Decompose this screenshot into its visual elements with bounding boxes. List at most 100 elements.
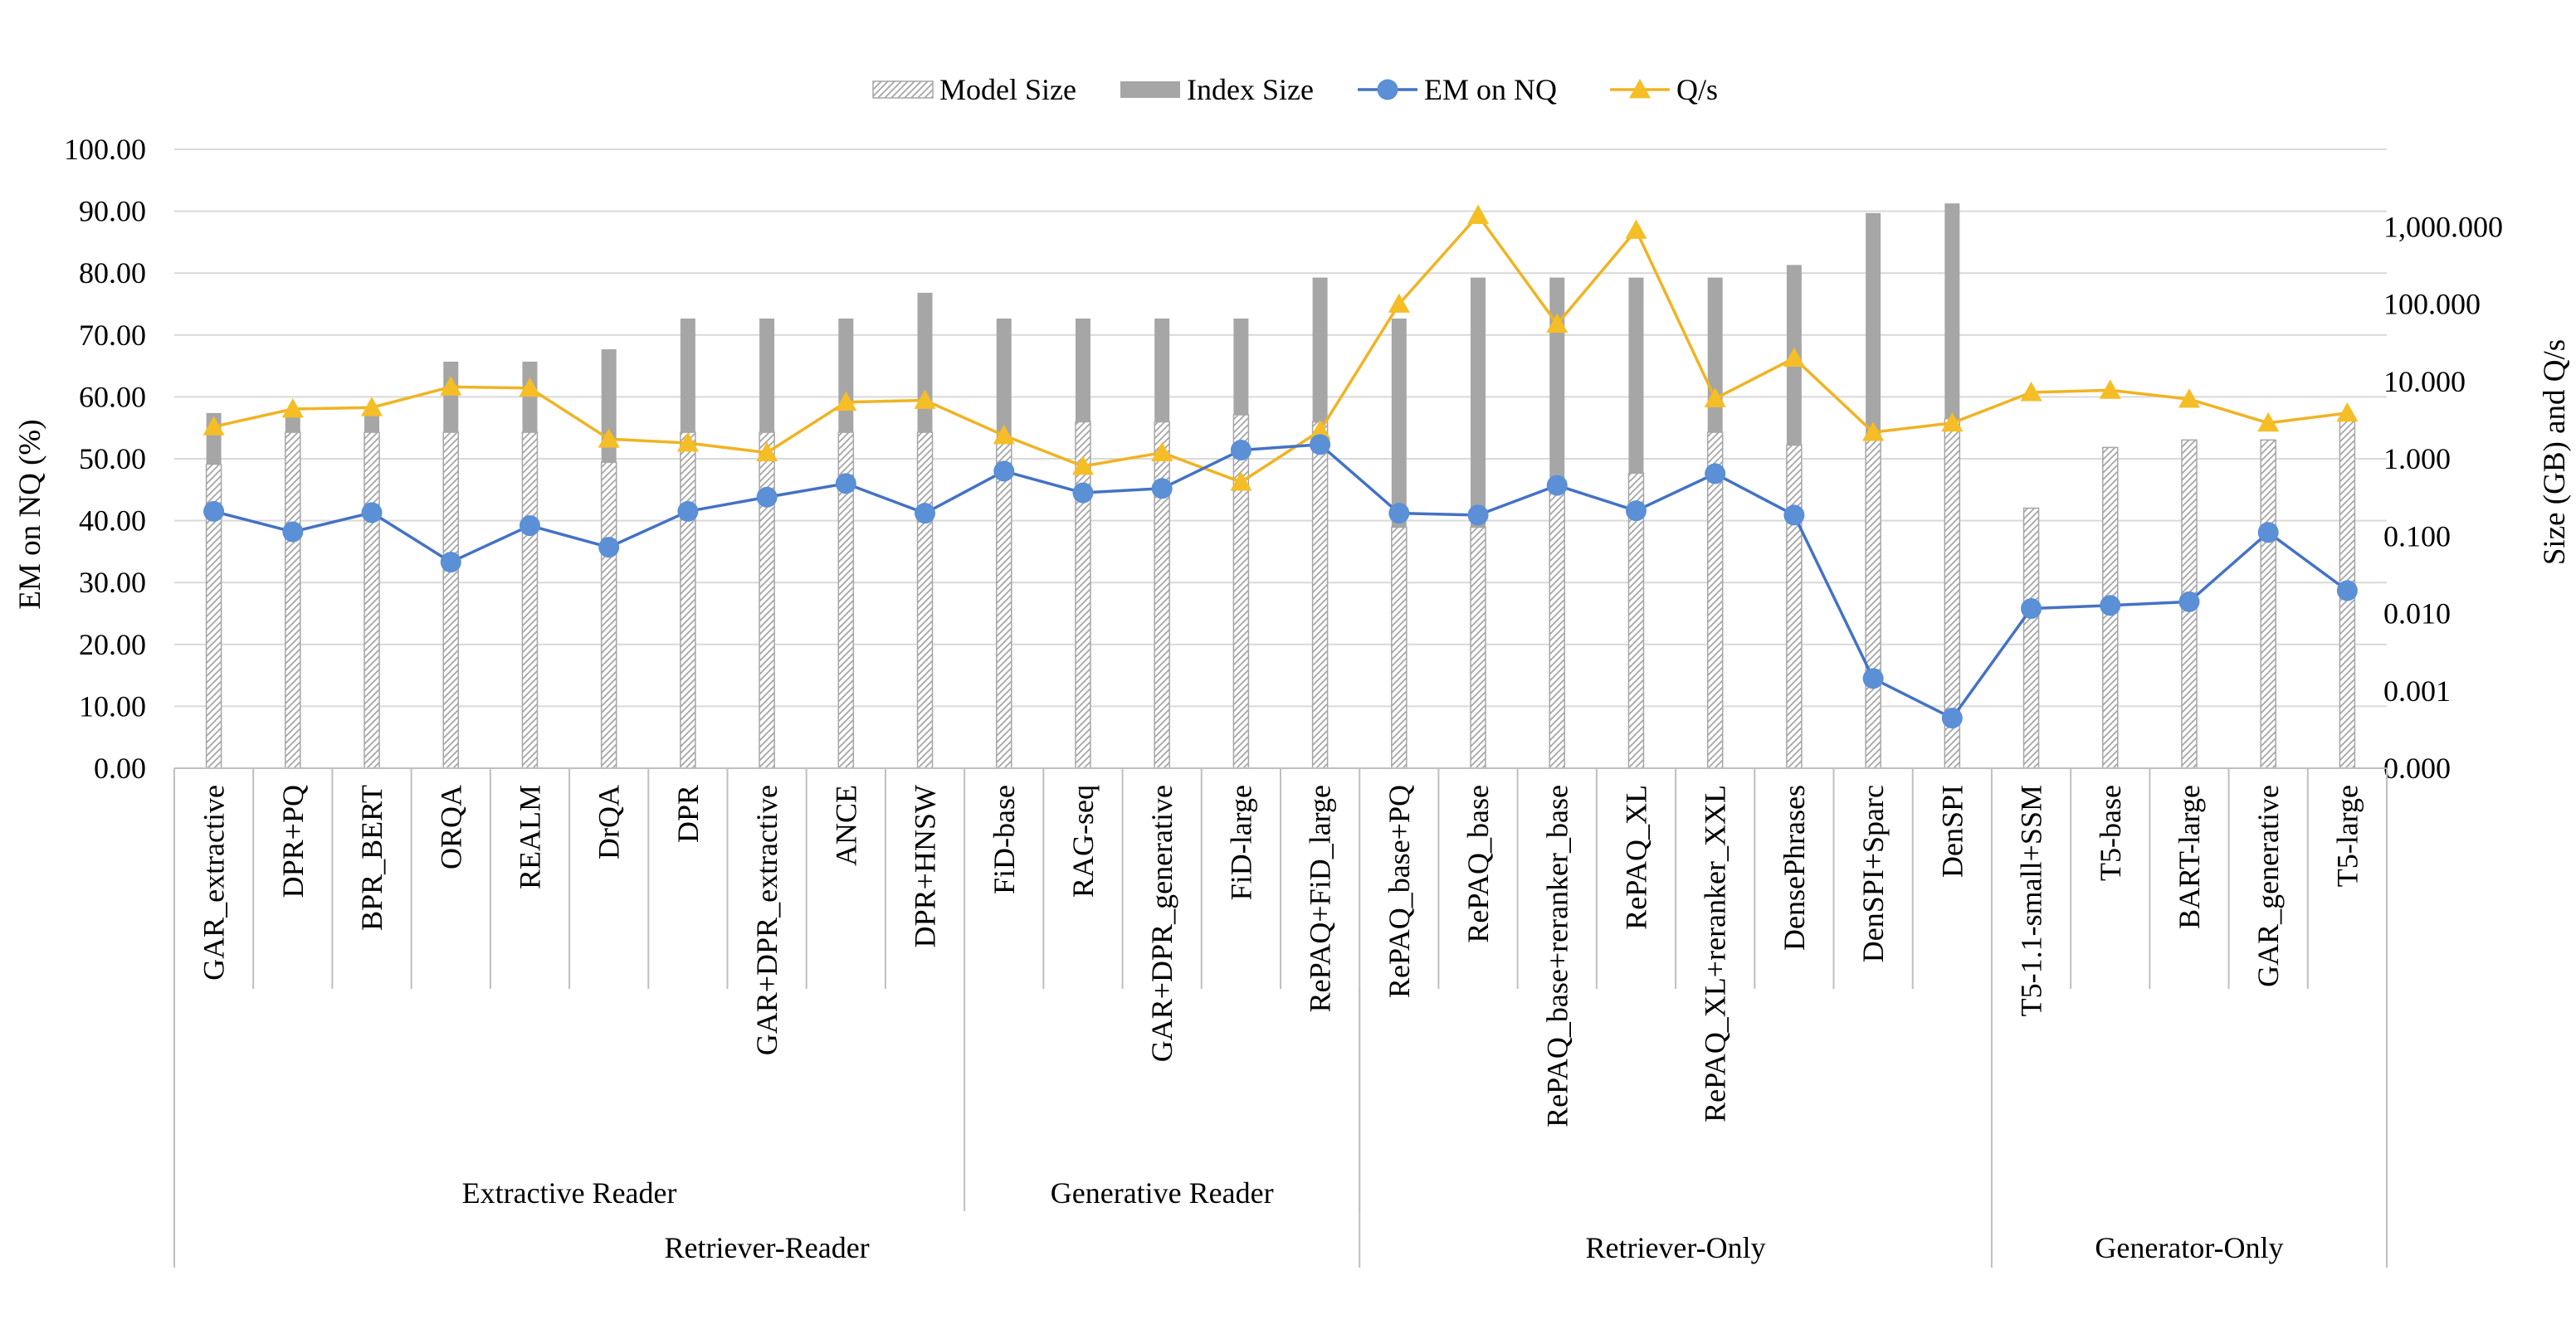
em-point [519, 515, 540, 537]
category-label: RePAQ+FiD_large [1304, 785, 1337, 1012]
em-point [1072, 482, 1094, 504]
left-tick-label: 40.00 [79, 504, 146, 538]
qs-point [1941, 411, 1964, 432]
left-tick-label: 70.00 [79, 319, 146, 352]
category-label: RAG-seq [1066, 785, 1100, 898]
em-point [677, 500, 699, 522]
qs-point [361, 397, 383, 416]
right-tick-label: 10.000 [2383, 365, 2466, 398]
x-axis: GAR_extractive DPR+PQ BPR_BERT ORQA REALM DrQ… [173, 767, 2388, 1268]
legend-label: Model Size [939, 73, 1076, 106]
qs-point [1467, 204, 1490, 225]
qs-point [993, 424, 1015, 445]
model-size-bar [1470, 526, 1486, 769]
model-size-bar [442, 431, 459, 769]
right-tick-label: 1.000 [2383, 442, 2451, 475]
em-point [2178, 591, 2200, 612]
qs-point [1151, 441, 1173, 462]
em-point [1783, 504, 1805, 526]
legend-swatch-em-marker [1377, 79, 1398, 100]
category-label: RePAQ_XL [1619, 785, 1652, 930]
right-axis-title: Size (GB) and Q/s [2538, 339, 2572, 565]
model-size-bar [996, 438, 1012, 769]
category-label: ANCE [829, 785, 862, 866]
qs-point [1309, 420, 1331, 440]
model-size-bar [1786, 444, 1803, 769]
left-tick-label: 0.00 [94, 752, 146, 785]
em-point [756, 486, 778, 508]
em-point [1705, 463, 1726, 484]
category-label: T5-large [2330, 785, 2364, 887]
model-size-bar [2260, 439, 2276, 769]
model-size-bar [2022, 507, 2040, 769]
qs-line [213, 213, 2348, 484]
category-label: GAR+DPR_generative [1145, 785, 1178, 1062]
model-size-bar [1311, 421, 1329, 769]
em-point [1151, 478, 1173, 499]
category-label: DrQA [593, 785, 626, 859]
right-tick-label: 1,000.000 [2383, 210, 2503, 243]
qs-point [2020, 382, 2042, 402]
em-point [440, 552, 461, 573]
em-point [835, 473, 856, 494]
legend-label: Index Size [1187, 73, 1314, 106]
qs-point [440, 376, 462, 396]
em-point [993, 460, 1015, 482]
model-size-bar [916, 431, 934, 769]
category-label: BART-large [2173, 785, 2206, 929]
right-tick-label: 0.001 [2383, 674, 2451, 708]
model-size-bar [1865, 435, 1881, 769]
left-tick-label: 10.00 [79, 689, 146, 723]
qs-point [1230, 471, 1252, 491]
legend-swatch-model-size [872, 80, 934, 99]
category-label: RePAQ_base+reranker_base [1540, 785, 1573, 1127]
em-point [1310, 434, 1331, 455]
em-point [203, 500, 225, 522]
qs-point [281, 397, 304, 418]
qs-point [202, 416, 225, 436]
category-label: GAR_generative [2252, 785, 2285, 987]
left-axis-ticks: 0.00 10.00 20.00 30.00 40.00 50.00 60.00 70.00 8… [64, 133, 146, 785]
em-point [1546, 475, 1568, 496]
em-point [1388, 503, 1410, 524]
category-label: GAR_extractive [198, 785, 231, 981]
model-size-bar [1232, 414, 1250, 769]
group-label-level2: Retriever-Reader [665, 1231, 870, 1264]
right-tick-label: 0.100 [2383, 519, 2451, 553]
category-label: DenSPI [1935, 785, 1969, 878]
category-label: T5-1.1-small+SSM [2015, 785, 2048, 1016]
model-size-bar [363, 431, 380, 769]
qs-point [1546, 313, 1569, 334]
left-axis-title: EM on NQ (%) [13, 419, 47, 609]
model-size-bar [759, 431, 775, 769]
category-label: BPR_BERT [355, 785, 388, 931]
model-size-bar [1391, 526, 1408, 769]
right-tick-label: 0.010 [2383, 597, 2451, 630]
group-label-level1: Extractive Reader [462, 1176, 677, 1210]
legend-swatch-index-size [1120, 81, 1180, 98]
model-size-bar [1154, 421, 1170, 769]
legend-label: EM on NQ [1424, 73, 1557, 106]
em-point [2021, 598, 2042, 620]
legend: Model Size Index Size EM on NQ Q/s [872, 73, 1718, 106]
right-tick-label: 0.000 [2383, 752, 2451, 785]
group-label-level2: Generator-Only [2095, 1231, 2283, 1264]
category-label: DPR+HNSW [909, 785, 942, 947]
left-tick-label: 30.00 [79, 566, 146, 599]
model-size-bar [521, 431, 539, 769]
model-size-bar [680, 431, 696, 769]
left-tick-label: 90.00 [79, 195, 146, 228]
em-point [915, 503, 936, 524]
right-axis-ticks: 0.000 0.001 0.010 0.100 1.000 10.000 100.000 1,… [2383, 210, 2503, 785]
qs-point [1388, 293, 1410, 313]
qs-point [756, 441, 778, 462]
legend-swatch-qs-marker [1629, 79, 1651, 99]
em-point [2100, 595, 2121, 616]
em-point [1625, 500, 1647, 522]
model-size-bars [205, 414, 2356, 769]
qs-point [1704, 387, 1726, 407]
category-label: DensePhrases [1778, 785, 1811, 951]
qs-point [1862, 421, 1885, 441]
qs-point [835, 391, 857, 411]
